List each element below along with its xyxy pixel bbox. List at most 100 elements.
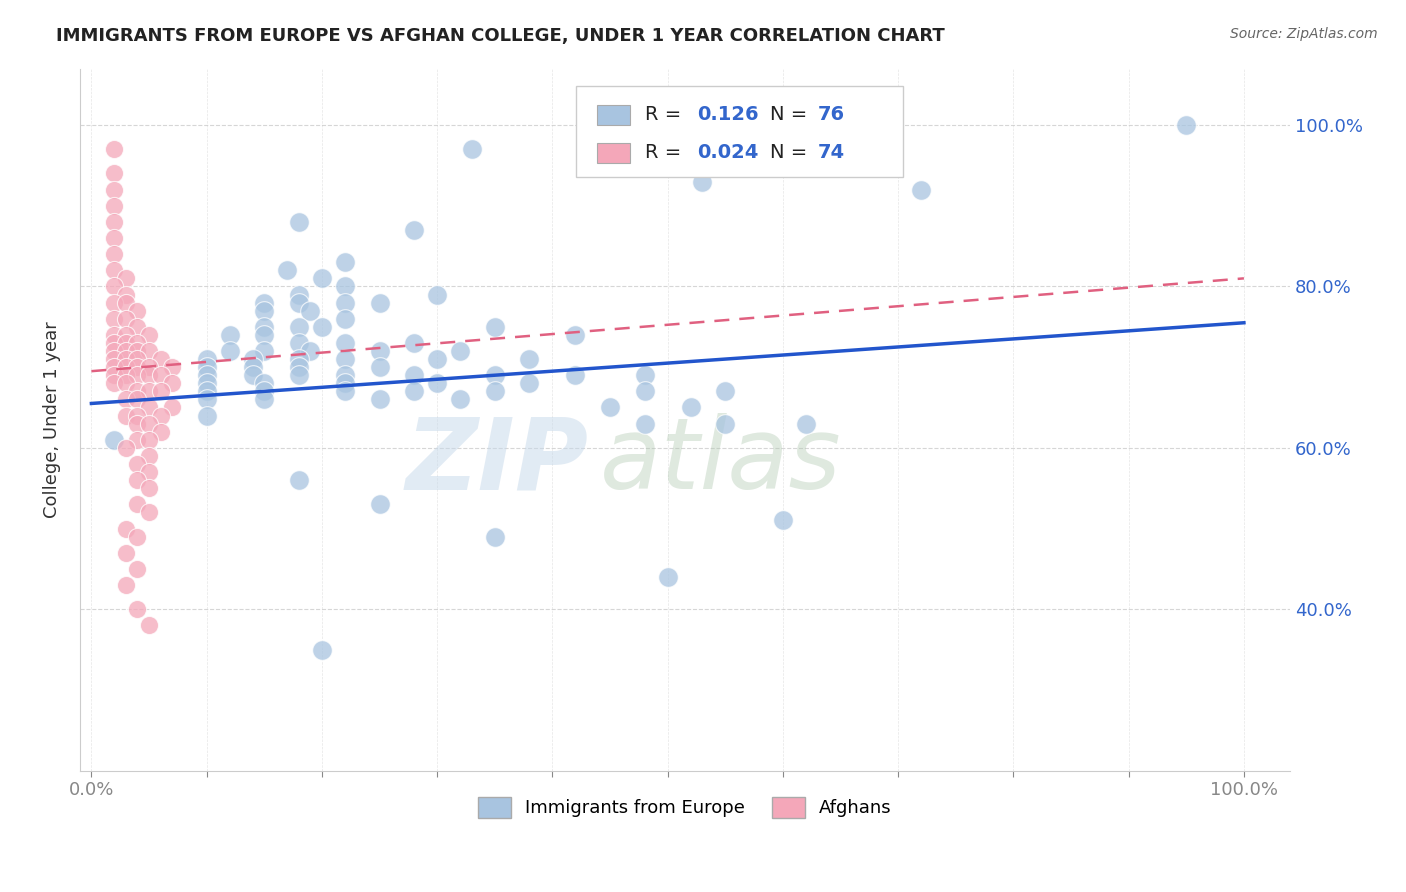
Point bbox=[103, 335, 125, 350]
Point bbox=[564, 327, 586, 342]
Point bbox=[253, 295, 276, 310]
Point bbox=[138, 384, 160, 399]
Point bbox=[1175, 118, 1198, 132]
Point bbox=[138, 505, 160, 519]
Point bbox=[633, 384, 655, 399]
Point bbox=[794, 417, 817, 431]
Point bbox=[299, 303, 322, 318]
Text: atlas: atlas bbox=[600, 413, 842, 510]
Point bbox=[127, 368, 149, 383]
Point bbox=[138, 618, 160, 632]
Point bbox=[127, 303, 149, 318]
Point bbox=[218, 327, 240, 342]
Point bbox=[103, 166, 125, 180]
Point bbox=[103, 376, 125, 391]
Text: ZIP: ZIP bbox=[405, 413, 588, 510]
Point bbox=[160, 376, 183, 391]
Point bbox=[127, 335, 149, 350]
Point bbox=[138, 417, 160, 431]
Point bbox=[333, 376, 356, 391]
Point bbox=[138, 481, 160, 495]
Point bbox=[288, 352, 311, 367]
Point bbox=[253, 319, 276, 334]
Point bbox=[449, 344, 471, 359]
Point bbox=[449, 392, 471, 407]
Point bbox=[404, 384, 426, 399]
Point bbox=[138, 368, 160, 383]
Point bbox=[103, 215, 125, 229]
Point bbox=[253, 392, 276, 407]
Point bbox=[127, 417, 149, 431]
Point bbox=[311, 271, 333, 285]
Point bbox=[127, 530, 149, 544]
Point bbox=[368, 392, 391, 407]
Point bbox=[288, 215, 311, 229]
Point bbox=[242, 360, 264, 375]
Point bbox=[333, 335, 356, 350]
Point bbox=[461, 142, 484, 156]
Point bbox=[333, 352, 356, 367]
FancyBboxPatch shape bbox=[596, 143, 630, 162]
Text: 0.126: 0.126 bbox=[697, 105, 759, 124]
Point bbox=[103, 142, 125, 156]
Point bbox=[115, 287, 138, 301]
Point bbox=[333, 384, 356, 399]
Point bbox=[404, 223, 426, 237]
Point bbox=[253, 384, 276, 399]
Point bbox=[253, 376, 276, 391]
Point bbox=[253, 344, 276, 359]
Point bbox=[242, 368, 264, 383]
Point bbox=[127, 384, 149, 399]
FancyBboxPatch shape bbox=[596, 105, 630, 125]
Point bbox=[103, 295, 125, 310]
Point bbox=[333, 311, 356, 326]
Point bbox=[160, 401, 183, 415]
Text: N =: N = bbox=[769, 144, 813, 162]
Text: Source: ZipAtlas.com: Source: ZipAtlas.com bbox=[1230, 27, 1378, 41]
Point bbox=[253, 327, 276, 342]
Point bbox=[103, 183, 125, 197]
Point bbox=[599, 401, 621, 415]
Point bbox=[149, 352, 172, 367]
Point bbox=[115, 376, 138, 391]
Point bbox=[149, 384, 172, 399]
Point bbox=[657, 570, 679, 584]
Point bbox=[311, 642, 333, 657]
Point bbox=[103, 199, 125, 213]
Point bbox=[127, 433, 149, 447]
Point bbox=[288, 473, 311, 487]
Point bbox=[127, 602, 149, 616]
Point bbox=[138, 360, 160, 375]
Point bbox=[138, 465, 160, 479]
Point bbox=[115, 360, 138, 375]
Point bbox=[138, 401, 160, 415]
Legend: Immigrants from Europe, Afghans: Immigrants from Europe, Afghans bbox=[471, 789, 898, 825]
Point bbox=[288, 287, 311, 301]
Point bbox=[103, 311, 125, 326]
Point bbox=[633, 417, 655, 431]
Point bbox=[195, 376, 218, 391]
Point bbox=[910, 183, 932, 197]
Point bbox=[103, 360, 125, 375]
Point bbox=[311, 319, 333, 334]
Point bbox=[276, 263, 298, 277]
Point bbox=[333, 368, 356, 383]
Point bbox=[368, 344, 391, 359]
Point bbox=[149, 368, 172, 383]
Point bbox=[103, 263, 125, 277]
Point bbox=[115, 344, 138, 359]
Point bbox=[195, 360, 218, 375]
Point bbox=[115, 335, 138, 350]
Point bbox=[127, 344, 149, 359]
Point bbox=[426, 352, 449, 367]
Point bbox=[195, 392, 218, 407]
Point bbox=[115, 311, 138, 326]
Y-axis label: College, Under 1 year: College, Under 1 year bbox=[44, 321, 60, 518]
Text: 0.024: 0.024 bbox=[697, 144, 758, 162]
Text: 74: 74 bbox=[818, 144, 845, 162]
Point bbox=[426, 376, 449, 391]
Point bbox=[103, 279, 125, 293]
Point bbox=[690, 174, 713, 188]
Point bbox=[299, 344, 322, 359]
Point bbox=[127, 392, 149, 407]
